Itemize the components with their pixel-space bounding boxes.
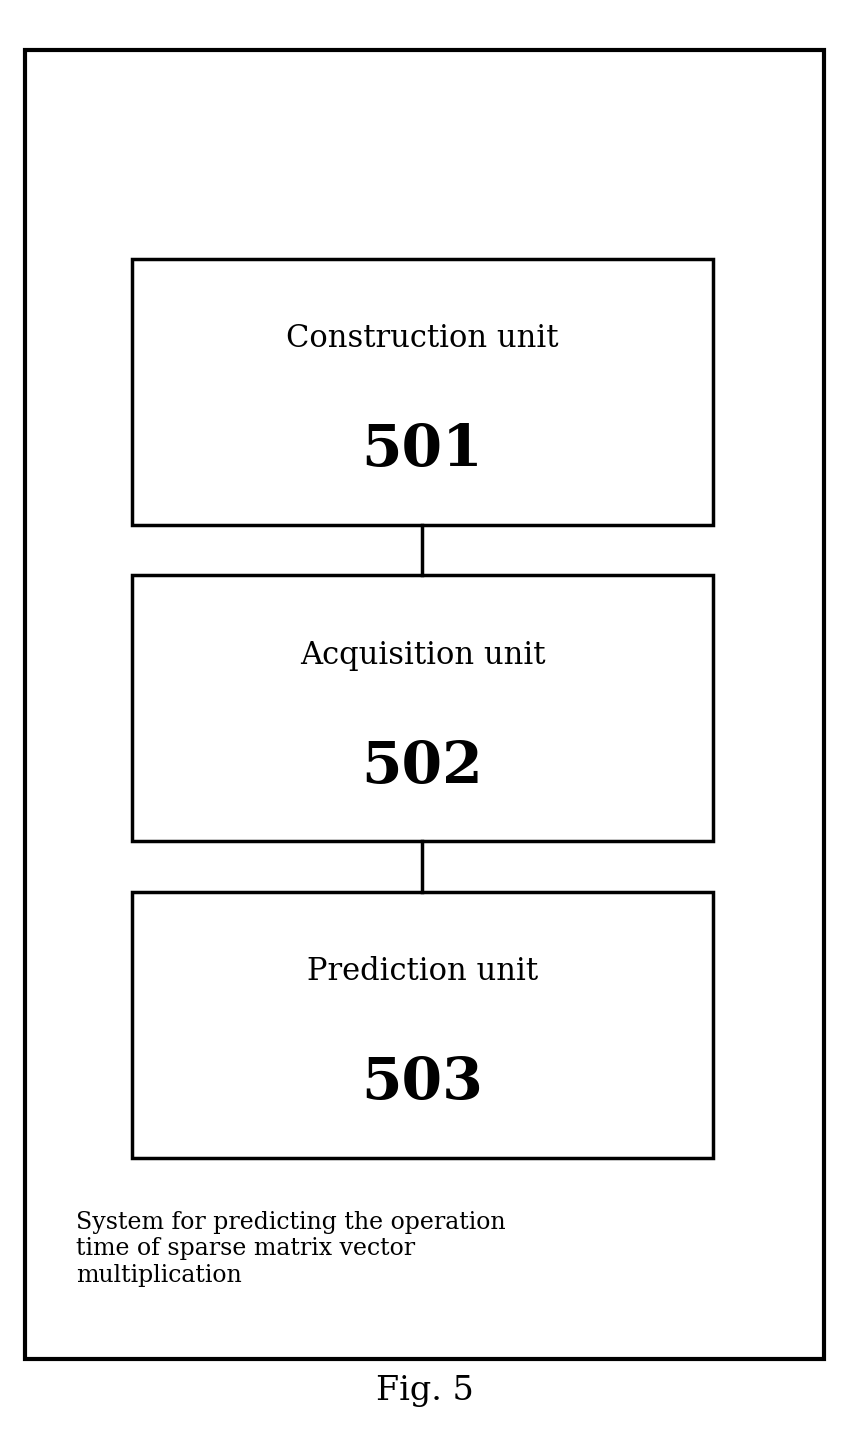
Text: 502: 502 xyxy=(362,739,483,795)
Text: Fig. 5: Fig. 5 xyxy=(375,1375,474,1406)
Text: 501: 501 xyxy=(362,423,483,479)
Text: Acquisition unit: Acquisition unit xyxy=(300,640,545,670)
Bar xyxy=(132,259,713,525)
Text: System for predicting the operation
time of sparse matrix vector
multiplication: System for predicting the operation time… xyxy=(76,1211,506,1287)
Bar xyxy=(132,575,713,841)
Bar xyxy=(132,892,713,1158)
Text: Prediction unit: Prediction unit xyxy=(306,956,538,986)
Text: 503: 503 xyxy=(362,1055,483,1112)
Text: Construction unit: Construction unit xyxy=(286,324,559,354)
